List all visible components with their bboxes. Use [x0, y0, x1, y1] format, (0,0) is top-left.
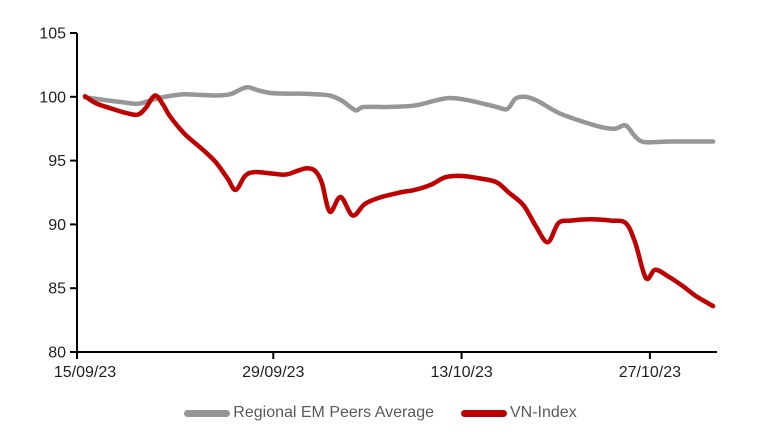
legend-item-regional-em-peers: Regional EM Peers Average	[184, 404, 434, 422]
legend-swatch-red-line	[461, 409, 507, 417]
series-line-vn-index	[82, 93, 716, 309]
y-axis-tick-label: 100	[39, 89, 66, 106]
chart-legend: Regional EM Peers Average VN-Index	[0, 404, 761, 422]
y-axis-tick-label: 80	[48, 345, 66, 362]
series-line-regional-em-peers-average	[82, 84, 716, 145]
legend-item-vn-index: VN-Index	[461, 404, 577, 422]
x-axis-tick-label: 15/09/23	[54, 364, 116, 381]
x-axis-tick-label: 13/10/23	[430, 364, 492, 381]
legend-label-regional-em-peers: Regional EM Peers Average	[233, 404, 434, 421]
y-axis-tick-label: 95	[48, 153, 66, 170]
y-axis-tick-label: 85	[48, 281, 66, 298]
legend-label-vn-index: VN-Index	[510, 404, 577, 421]
legend-swatch-gray-line	[184, 409, 231, 417]
x-axis-tick-label: 27/10/23	[619, 364, 681, 381]
y-axis-tick-label: 90	[48, 217, 66, 234]
x-axis-tick-label: 29/09/23	[242, 364, 304, 381]
y-axis-tick-label: 105	[39, 26, 66, 43]
